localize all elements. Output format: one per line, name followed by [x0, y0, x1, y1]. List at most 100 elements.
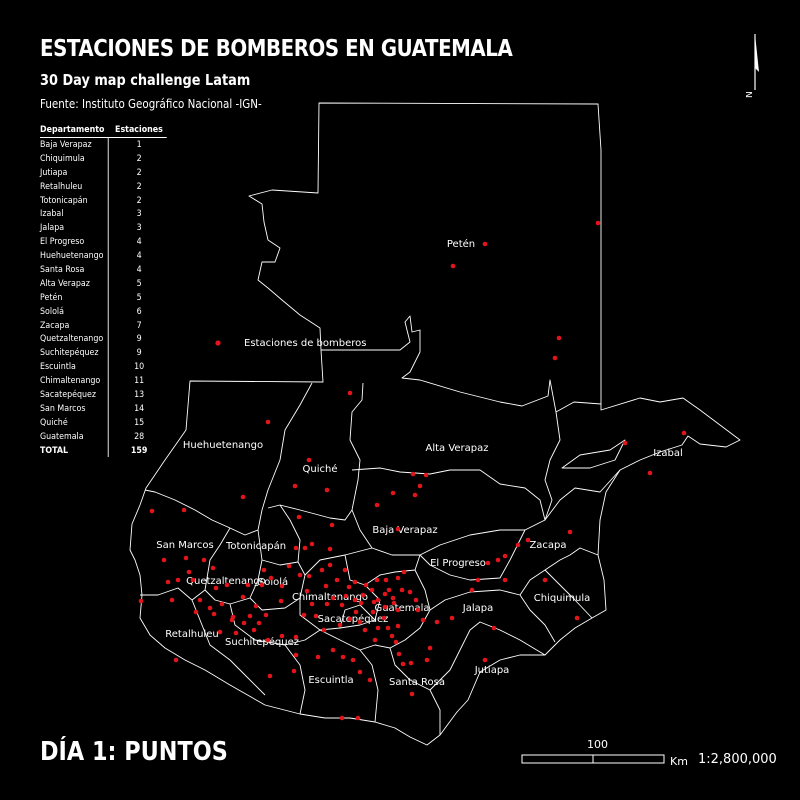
- fire-station-point: [256, 620, 262, 626]
- izabal-border: [544, 469, 621, 521]
- fire-station-point: [409, 691, 415, 697]
- fire-station-point: [339, 602, 345, 608]
- fire-station-point: [330, 595, 336, 601]
- retalhuleu-border: [191, 599, 266, 696]
- total-label: TOTAL: [40, 445, 69, 456]
- fire-station-point: [363, 582, 369, 588]
- fire-station-point: [323, 583, 329, 589]
- fire-station-point: [329, 522, 335, 528]
- table-row: Zacapa 7: [40, 318, 167, 333]
- department-name: El Progreso: [40, 237, 85, 248]
- table-row: Baja Verapaz 1: [40, 137, 167, 152]
- fire-station-point: [259, 582, 265, 588]
- fire-station-point: [410, 471, 416, 477]
- north-arrow-icon: N: [746, 34, 759, 98]
- department-label: Quiché: [303, 463, 338, 475]
- fire-station-point: [261, 567, 267, 573]
- fire-station-point: [491, 625, 497, 631]
- fire-station-point: [681, 430, 687, 436]
- fire-station-point: [292, 483, 298, 489]
- totonicapan-border: [261, 504, 301, 566]
- table-row: Guatemala 28: [40, 429, 167, 444]
- fire-station-point: [385, 625, 391, 631]
- fire-station-point: [469, 587, 475, 593]
- table-row: Petén 5: [40, 290, 167, 305]
- stations-table: Departamento Estaciones Baja Verapaz 1 Chi…: [40, 123, 167, 458]
- fire-station-point: [337, 622, 343, 628]
- fire-station-point: [567, 529, 573, 535]
- fire-station-point: [297, 572, 303, 578]
- fire-station-point: [175, 577, 181, 583]
- fire-station-point: [395, 526, 401, 532]
- chimaltenango-border: [299, 547, 381, 631]
- fire-station-point: [265, 419, 271, 425]
- fire-station-point: [372, 637, 378, 643]
- map-title: ESTACIONES DE BOMBEROS EN GUATEMALA: [40, 36, 513, 62]
- fire-station-point: [408, 660, 414, 666]
- station-count: 2: [107, 193, 167, 208]
- station-count: 4: [107, 249, 167, 264]
- department-label: Suchitepéquez: [225, 636, 299, 648]
- fire-station-point: [357, 619, 363, 625]
- country-outline: [129, 102, 741, 746]
- fire-station-point: [395, 607, 401, 613]
- fire-station-point: [353, 609, 359, 615]
- fire-station-point: [296, 514, 302, 520]
- department-label: Retalhuleu: [165, 629, 218, 640]
- table-row: Chimaltenango 11: [40, 374, 167, 389]
- station-count: 4: [107, 263, 167, 277]
- department-name: Totonicapán: [40, 195, 88, 206]
- fire-station-point: [268, 575, 274, 581]
- fire-station-point: [240, 594, 246, 600]
- fire-station-point: [393, 639, 399, 645]
- station-count: 11: [107, 374, 167, 389]
- station-count: 2: [107, 151, 167, 166]
- fire-station-point: [190, 577, 196, 583]
- table-row: Retalhuleu 2: [40, 179, 167, 194]
- fire-station-point: [374, 502, 380, 508]
- scale-unit: Km: [670, 755, 688, 768]
- table-header-department: Departamento: [40, 123, 109, 138]
- department-name: Jalapa: [40, 223, 65, 234]
- map-subtitle: 30 Day map challenge Latam: [40, 71, 251, 89]
- department-label: El Progreso: [430, 558, 486, 569]
- fire-station-point: [193, 609, 199, 615]
- station-count: 2: [107, 179, 167, 194]
- department-name: Petén: [40, 292, 63, 303]
- baja-verapaz-border: [351, 509, 546, 556]
- fire-station-point: [399, 587, 405, 593]
- department-name: Suchitepéquez: [40, 348, 99, 359]
- station-count: 6: [107, 304, 167, 319]
- department-name: Quiché: [40, 417, 68, 428]
- fire-station-point: [224, 582, 230, 588]
- station-count: 4: [107, 235, 167, 250]
- fire-station-point: [415, 607, 421, 613]
- fire-station-point: [556, 335, 562, 341]
- table-row: Escuintla 10: [40, 360, 167, 375]
- fire-station-point: [495, 557, 501, 563]
- santarosa-border: [389, 621, 546, 735]
- fire-station-point: [357, 669, 363, 675]
- department-name: Huehuetenango: [40, 251, 104, 262]
- fire-station-point: [149, 508, 155, 514]
- department-label: Jalapa: [462, 603, 493, 614]
- fire-station-point: [293, 545, 299, 551]
- station-count: 9: [107, 332, 167, 347]
- fire-station-point: [309, 541, 315, 547]
- table-row: El Progreso 4: [40, 235, 167, 250]
- fire-station-point: [381, 615, 387, 621]
- fire-station-point: [391, 600, 397, 606]
- fire-station-point: [449, 615, 455, 621]
- department-name: Izabal: [40, 209, 64, 220]
- department-name: Chimaltenango: [40, 376, 101, 387]
- table-row: Huehuetenango 4: [40, 249, 167, 264]
- fire-station-point: [279, 583, 285, 589]
- sanmarcos-border: [140, 527, 231, 601]
- station-count: 14: [107, 401, 167, 416]
- table-header-stations: Estaciones: [108, 123, 167, 138]
- department-name: Zacapa: [40, 320, 70, 331]
- department-label: Petén: [447, 238, 475, 250]
- table-row: Jalapa 3: [40, 221, 167, 236]
- jalapa-border: [429, 547, 599, 611]
- fire-station-point: [647, 470, 653, 476]
